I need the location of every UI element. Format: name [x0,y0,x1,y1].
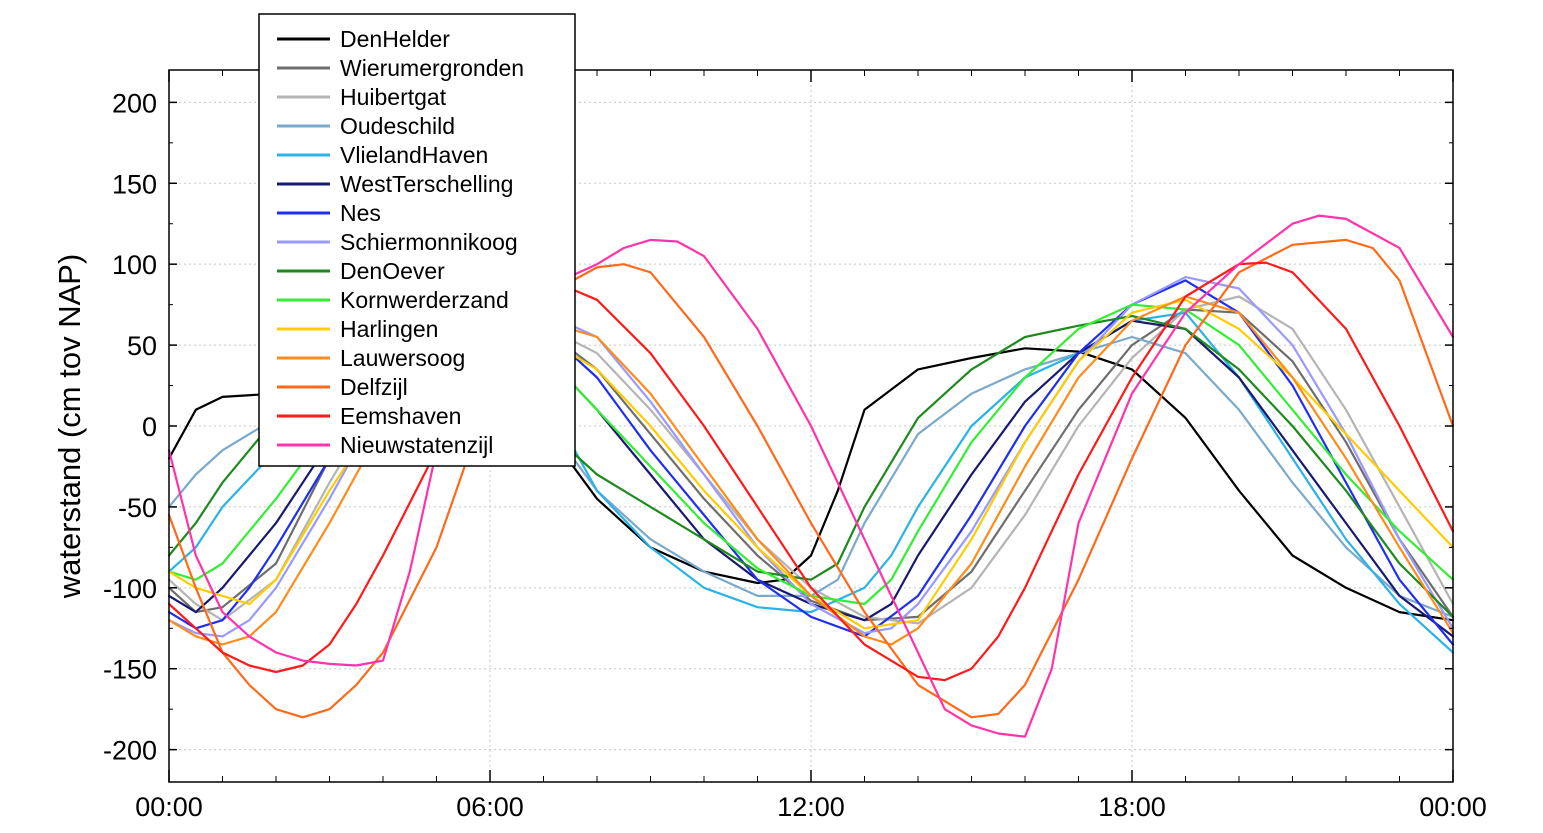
y-axis-title: waterstand (cm tov NAP) [52,254,87,600]
series-line-harlingen [167,298,1455,630]
legend-label: DenOever [340,258,445,284]
y-tick-label: -150 [103,655,157,685]
y-tick-label: 0 [142,412,157,442]
x-tick-label: 18:00 [1098,792,1166,822]
x-tick-label: 00:00 [135,792,203,822]
legend-label: Delfzijl [340,374,408,400]
series-line-huibertgat [167,295,1455,625]
y-tick-label: -100 [103,574,157,604]
x-tick-labels: 00:00 06:00 12:00 18:00 00:00 [135,792,1487,822]
legend-label: Kornwerderzand [340,287,509,313]
legend-label: Harlingen [340,316,438,342]
y-tick-label: -50 [118,493,157,523]
y-tick-label: -200 [103,736,157,766]
y-tick-label: 50 [127,331,157,361]
series-line-delfzijl [167,238,1455,719]
legend-label: DenHelder [340,26,450,52]
y-tick-labels: -200 -150 -100 -50 0 50 100 150 200 [103,88,157,765]
y-tick-label: 200 [112,88,157,118]
y-tick-label: 100 [112,250,157,280]
legend-label: Huibertgat [340,84,447,110]
legend-label: VlielandHaven [340,142,488,168]
legend-label: Eemshaven [340,403,461,429]
legend: DenHelder Wierumergronden Huibertgat Oudesc… [258,13,576,467]
legend-label: Schiermonnikoog [340,229,518,255]
x-tick-label: 00:00 [1419,792,1487,822]
legend-label: Lauwersoog [340,345,465,371]
legend-label: Wierumergronden [340,55,524,81]
legend-label: Nes [340,200,381,226]
legend-box [258,13,576,467]
legend-items: DenHelder Wierumergronden Huibertgat Oudesc… [277,26,524,458]
x-tick-label: 06:00 [456,792,524,822]
series-line-lauwersoog [167,295,1455,646]
legend-label: Oudeschild [340,113,455,139]
legend-label: WestTerschelling [340,171,513,197]
x-tick-label: 12:00 [777,792,845,822]
legend-label: Nieuwstatenzijl [340,432,493,458]
series-line-nes [167,279,1455,646]
series-line-nieuwstatenzijl [167,214,1455,738]
y-tick-label: 150 [112,169,157,199]
series-line-eemshaven [167,261,1455,682]
